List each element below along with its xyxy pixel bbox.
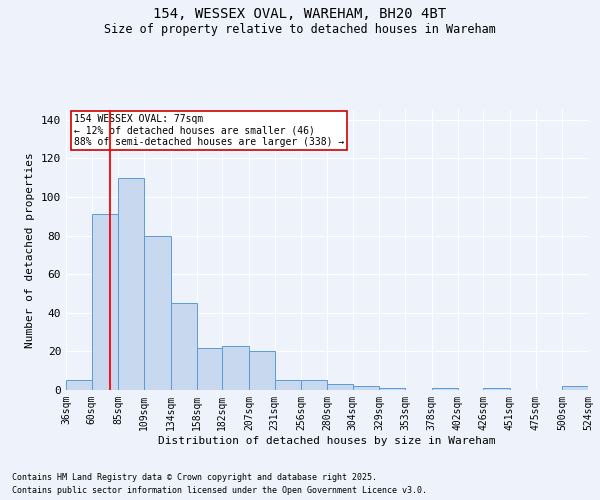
Text: 154 WESSEX OVAL: 77sqm
← 12% of detached houses are smaller (46)
88% of semi-det: 154 WESSEX OVAL: 77sqm ← 12% of detached… [74,114,344,148]
Bar [171,303,197,390]
X-axis label: Distribution of detached houses by size in Wareham: Distribution of detached houses by size … [158,436,496,446]
Bar [118,178,144,390]
Bar [432,388,458,390]
Text: 154, WESSEX OVAL, WAREHAM, BH20 4BT: 154, WESSEX OVAL, WAREHAM, BH20 4BT [154,8,446,22]
Bar [379,388,405,390]
Y-axis label: Number of detached properties: Number of detached properties [25,152,35,348]
Bar [562,386,588,390]
Bar [301,380,327,390]
Bar [249,352,275,390]
Bar [92,214,118,390]
Bar [144,236,171,390]
Text: Contains HM Land Registry data © Crown copyright and database right 2025.: Contains HM Land Registry data © Crown c… [12,474,377,482]
Bar [275,380,301,390]
Bar [197,348,222,390]
Bar [353,386,379,390]
Bar [483,388,510,390]
Text: Contains public sector information licensed under the Open Government Licence v3: Contains public sector information licen… [12,486,427,495]
Bar [327,384,353,390]
Bar [66,380,92,390]
Bar [222,346,249,390]
Text: Size of property relative to detached houses in Wareham: Size of property relative to detached ho… [104,22,496,36]
